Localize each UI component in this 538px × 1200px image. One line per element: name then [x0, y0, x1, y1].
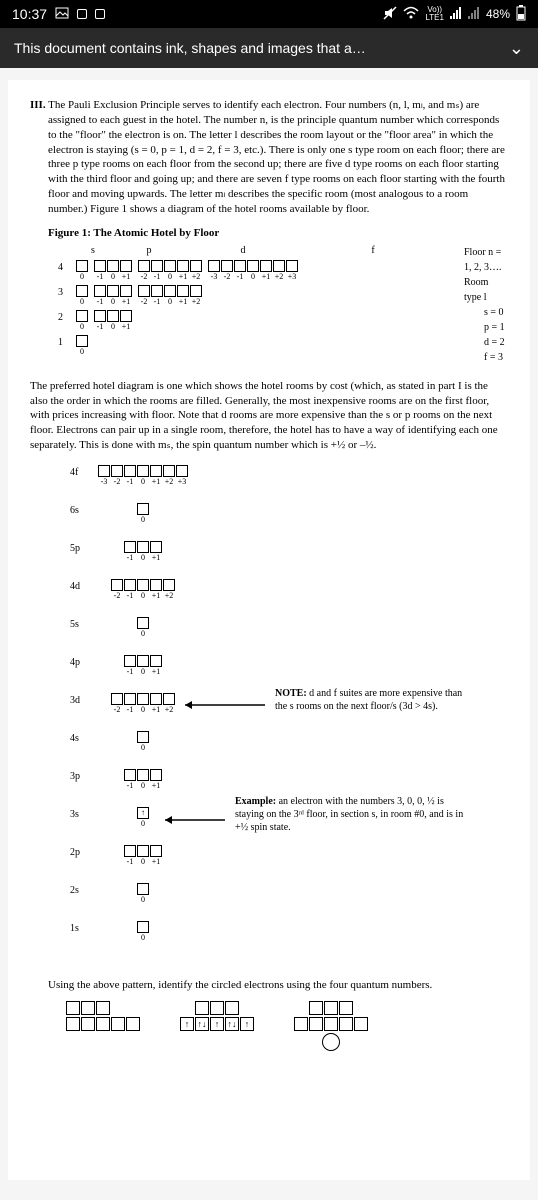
- sublevel-label: 5p: [70, 541, 98, 554]
- legend-floor: Floor n = 1, 2, 3….: [464, 245, 508, 275]
- sublevel-label: 4s: [70, 731, 98, 744]
- using-instruction: Using the above pattern, identify the ci…: [48, 979, 508, 991]
- section-number: III.: [30, 99, 46, 111]
- hotel-floor-diagram: s p d f 4 0 -10+1 -2-10+1+2 -3-2-10+1+2+…: [58, 245, 448, 360]
- sublevel-label: 2p: [70, 845, 98, 858]
- sublevel-label: 4d: [70, 579, 98, 592]
- legend-room: Room type l: [464, 275, 508, 305]
- col-header-d: d: [188, 245, 298, 256]
- electron-arrow: ↑: [137, 807, 149, 819]
- floor-label: 3: [58, 285, 76, 298]
- col-header-f: f: [298, 245, 448, 256]
- sublevel-label: 2s: [70, 883, 98, 896]
- legend-d: d = 2: [464, 335, 508, 350]
- floor-label: 1: [58, 335, 76, 348]
- banner-text: This document contains ink, shapes and i…: [14, 40, 366, 56]
- note-3d-4s: NOTE: d and f suites are more expensive …: [275, 687, 475, 713]
- aufbau-diagram: 4f -3-2-10+1+2+3 6s 0 5p -10+1 4d -2-10+…: [70, 465, 508, 949]
- dot-icon: [77, 9, 87, 19]
- legend-p: p = 1: [464, 320, 508, 335]
- legend-s: s = 0: [464, 305, 508, 320]
- floor-row-3: 3 0 -10+1 -2-10+1+2: [58, 285, 448, 306]
- sublevel-label: 4f: [70, 465, 98, 478]
- arrow-to-3d: [180, 695, 270, 715]
- figure-1-title: Figure 1: The Atomic Hotel by Floor: [48, 227, 508, 239]
- sublevel-label: 1s: [70, 921, 98, 934]
- floor-label: 4: [58, 260, 76, 273]
- exercise-group-1: [66, 1001, 140, 1031]
- battery-icon: [516, 5, 526, 24]
- exercise-box-groups: ↑ ↑↓ ↑ ↑↓ ↑: [66, 1001, 508, 1031]
- signal-icon-2: [468, 7, 480, 22]
- status-left: 10:37: [12, 6, 105, 23]
- sublevel-label: 6s: [70, 503, 98, 516]
- lte-label: Vo)) LTE1: [425, 6, 444, 22]
- figure-1-legend: Floor n = 1, 2, 3…. Room type l s = 0 p …: [464, 245, 508, 365]
- arrow-to-3s: [160, 810, 230, 830]
- mute-icon: [383, 6, 397, 23]
- dot-icon-2: [95, 9, 105, 19]
- paragraph-preferred-hotel: The preferred hotel diagram is one which…: [30, 379, 508, 453]
- col-header-s: s: [76, 245, 110, 256]
- legend-f: f = 3: [464, 350, 508, 365]
- image-icon: [55, 6, 69, 23]
- wifi-icon: [403, 6, 419, 23]
- sublevel-label: 5s: [70, 617, 98, 630]
- chevron-down-icon[interactable]: ⌄: [509, 38, 524, 59]
- sublevel-label: 3d: [70, 693, 98, 706]
- document-page: III. The Pauli Exclusion Principle serve…: [8, 80, 530, 1180]
- example-note: Example: an electron with the numbers 3,…: [235, 795, 475, 834]
- status-right: Vo)) LTE1 48%: [383, 5, 526, 24]
- floor-row-4: 4 0 -10+1 -2-10+1+2 -3-2-10+1+2+3: [58, 260, 448, 281]
- sublevel-label: 3p: [70, 769, 98, 782]
- android-status-bar: 10:37 Vo)) LTE1 48%: [0, 0, 538, 28]
- floor-label: 2: [58, 310, 76, 323]
- circled-electron-icon: [322, 1033, 340, 1051]
- sublevel-label: 4p: [70, 655, 98, 668]
- floor-row-1: 1 0: [58, 335, 448, 356]
- section-iii-paragraph: III. The Pauli Exclusion Principle serve…: [30, 98, 508, 217]
- ink-warning-banner[interactable]: This document contains ink, shapes and i…: [0, 28, 538, 68]
- floor-row-2: 2 0 -10+1: [58, 310, 448, 331]
- signal-icon-1: [450, 7, 462, 22]
- sublevel-label: 3s: [70, 807, 98, 820]
- section-text: The Pauli Exclusion Principle serves to …: [48, 99, 505, 215]
- battery-percent: 48%: [486, 7, 510, 21]
- exercise-group-3: [294, 1001, 368, 1031]
- status-time: 10:37: [12, 6, 47, 22]
- exercise-group-2: ↑ ↑↓ ↑ ↑↓ ↑: [180, 1001, 254, 1031]
- col-header-p: p: [110, 245, 188, 256]
